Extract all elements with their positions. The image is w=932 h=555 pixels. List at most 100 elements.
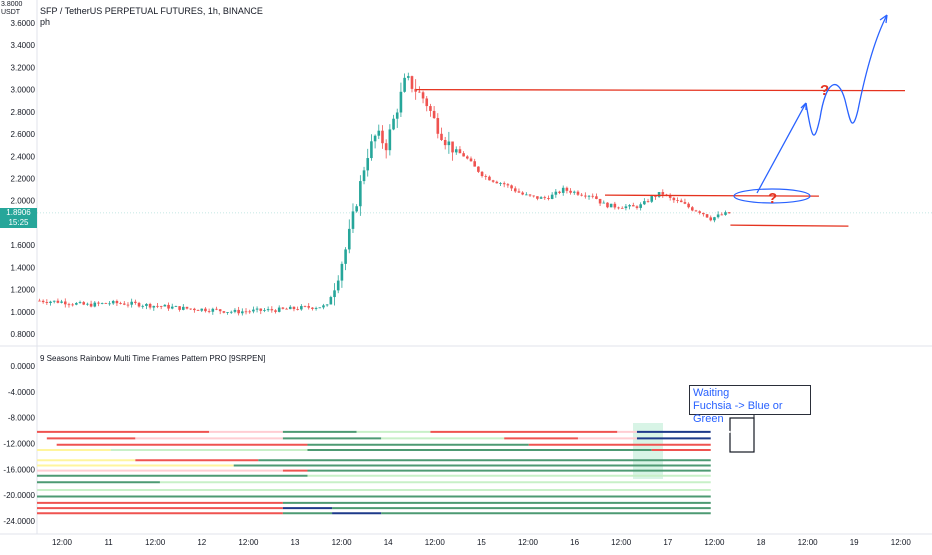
candle-body xyxy=(451,141,454,153)
level-line xyxy=(415,88,906,92)
candle-body xyxy=(510,185,513,189)
candle-body xyxy=(49,301,52,303)
candle-body xyxy=(550,194,554,199)
candle-body xyxy=(395,112,399,119)
unit-label: 3.8000 USDT xyxy=(1,1,22,17)
candle-body xyxy=(170,306,174,309)
candle-body xyxy=(86,303,89,305)
candle-body xyxy=(281,307,285,309)
bar-countdown: 15:25 xyxy=(8,218,29,227)
annotation-note[interactable]: Waiting Fuchsia -> Blue or Green xyxy=(689,385,811,425)
candle-body xyxy=(716,214,720,218)
price-tick-label: 2.8000 xyxy=(11,108,36,117)
symbol-title[interactable]: SFP / TetherUS PERPETUAL FUTURES, 1h, BI… xyxy=(40,6,263,16)
candle-body xyxy=(351,211,355,229)
candle-body xyxy=(495,181,499,184)
price-tick-label: 1.2000 xyxy=(11,286,36,295)
time-tick-label: 16 xyxy=(570,538,579,547)
candle-body xyxy=(373,135,377,142)
candle-body xyxy=(370,141,373,159)
candle-body xyxy=(152,305,156,308)
time-tick-label: 19 xyxy=(850,538,859,547)
candle-body xyxy=(466,156,469,159)
candle-body xyxy=(355,206,358,212)
candle-body xyxy=(506,184,510,186)
price-tick-label: 3.4000 xyxy=(11,41,36,50)
indicator-tick-label: -20.0000 xyxy=(3,491,35,500)
candle-body xyxy=(296,309,299,310)
time-tick-label: 12:00 xyxy=(798,538,819,547)
candle-body xyxy=(484,176,488,177)
candle-body xyxy=(311,307,314,309)
candle-body xyxy=(480,171,484,177)
candle-body xyxy=(274,310,277,312)
candle-body xyxy=(38,300,41,302)
candle-body xyxy=(539,197,543,199)
candle-body xyxy=(67,304,71,306)
time-tick-label: 13 xyxy=(291,538,300,547)
time-tick-label: 12:00 xyxy=(611,538,632,547)
candle-body xyxy=(333,290,336,298)
candle-body xyxy=(211,308,215,312)
candle-body xyxy=(384,143,388,151)
candle-body xyxy=(613,203,617,208)
candle-body xyxy=(377,130,381,136)
price-tick-label: 3.6000 xyxy=(11,19,36,28)
candle-body xyxy=(488,176,491,181)
candle-body xyxy=(543,197,547,199)
price-tick-label: 3.0000 xyxy=(11,86,36,95)
candle-body xyxy=(111,300,115,304)
price-tick-label: 2.2000 xyxy=(11,175,36,184)
candle-body xyxy=(609,203,613,208)
candle-body xyxy=(624,206,628,209)
candle-body xyxy=(702,212,705,215)
candle-body xyxy=(266,309,270,311)
time-tick-label: 12:00 xyxy=(145,538,166,547)
candle-body xyxy=(204,308,207,312)
candle-body xyxy=(595,196,598,199)
candle-body xyxy=(226,312,229,313)
candle-body xyxy=(440,133,443,140)
candle-body xyxy=(322,305,325,308)
candle-body xyxy=(576,191,580,195)
candle-body xyxy=(554,191,558,195)
candle-body xyxy=(617,207,620,209)
candle-body xyxy=(392,118,395,130)
candle-body xyxy=(668,195,672,198)
candle-body xyxy=(672,197,676,201)
candle-body xyxy=(421,92,425,99)
indicator-tick-label: -8.0000 xyxy=(8,414,36,423)
projection-arrow-1 xyxy=(756,102,807,194)
candle-body xyxy=(292,306,296,310)
candle-body xyxy=(300,306,303,310)
candle-body xyxy=(720,214,724,216)
time-tick-label: 12:00 xyxy=(238,538,259,547)
candle-body xyxy=(425,98,429,107)
candle-body xyxy=(491,180,495,182)
candle-body xyxy=(724,212,727,215)
candle-body xyxy=(237,309,240,314)
candle-body xyxy=(517,191,521,193)
candle-body xyxy=(285,308,288,310)
candle-body xyxy=(525,194,528,196)
indicator-tick-label: -16.0000 xyxy=(3,465,35,474)
top-price-label: 3.8000 xyxy=(1,1,23,8)
candle-body xyxy=(528,194,532,196)
candle-body xyxy=(454,149,458,153)
candle-body xyxy=(97,302,100,304)
price-tick-label: 3.2000 xyxy=(11,63,36,72)
candle-body xyxy=(661,192,665,195)
candle-body xyxy=(558,191,561,193)
candle-body xyxy=(174,306,178,308)
candle-body xyxy=(71,304,74,306)
question-mark-icon: ? xyxy=(820,82,829,99)
candle-body xyxy=(705,214,709,218)
candle-body xyxy=(432,110,436,119)
candle-body xyxy=(325,304,329,306)
candle-body xyxy=(233,309,237,312)
indicator-title[interactable]: 9 Seasons Rainbow Multi Time Frames Patt… xyxy=(40,354,266,363)
candle-body xyxy=(137,302,141,307)
highlight-ellipse xyxy=(733,188,811,204)
